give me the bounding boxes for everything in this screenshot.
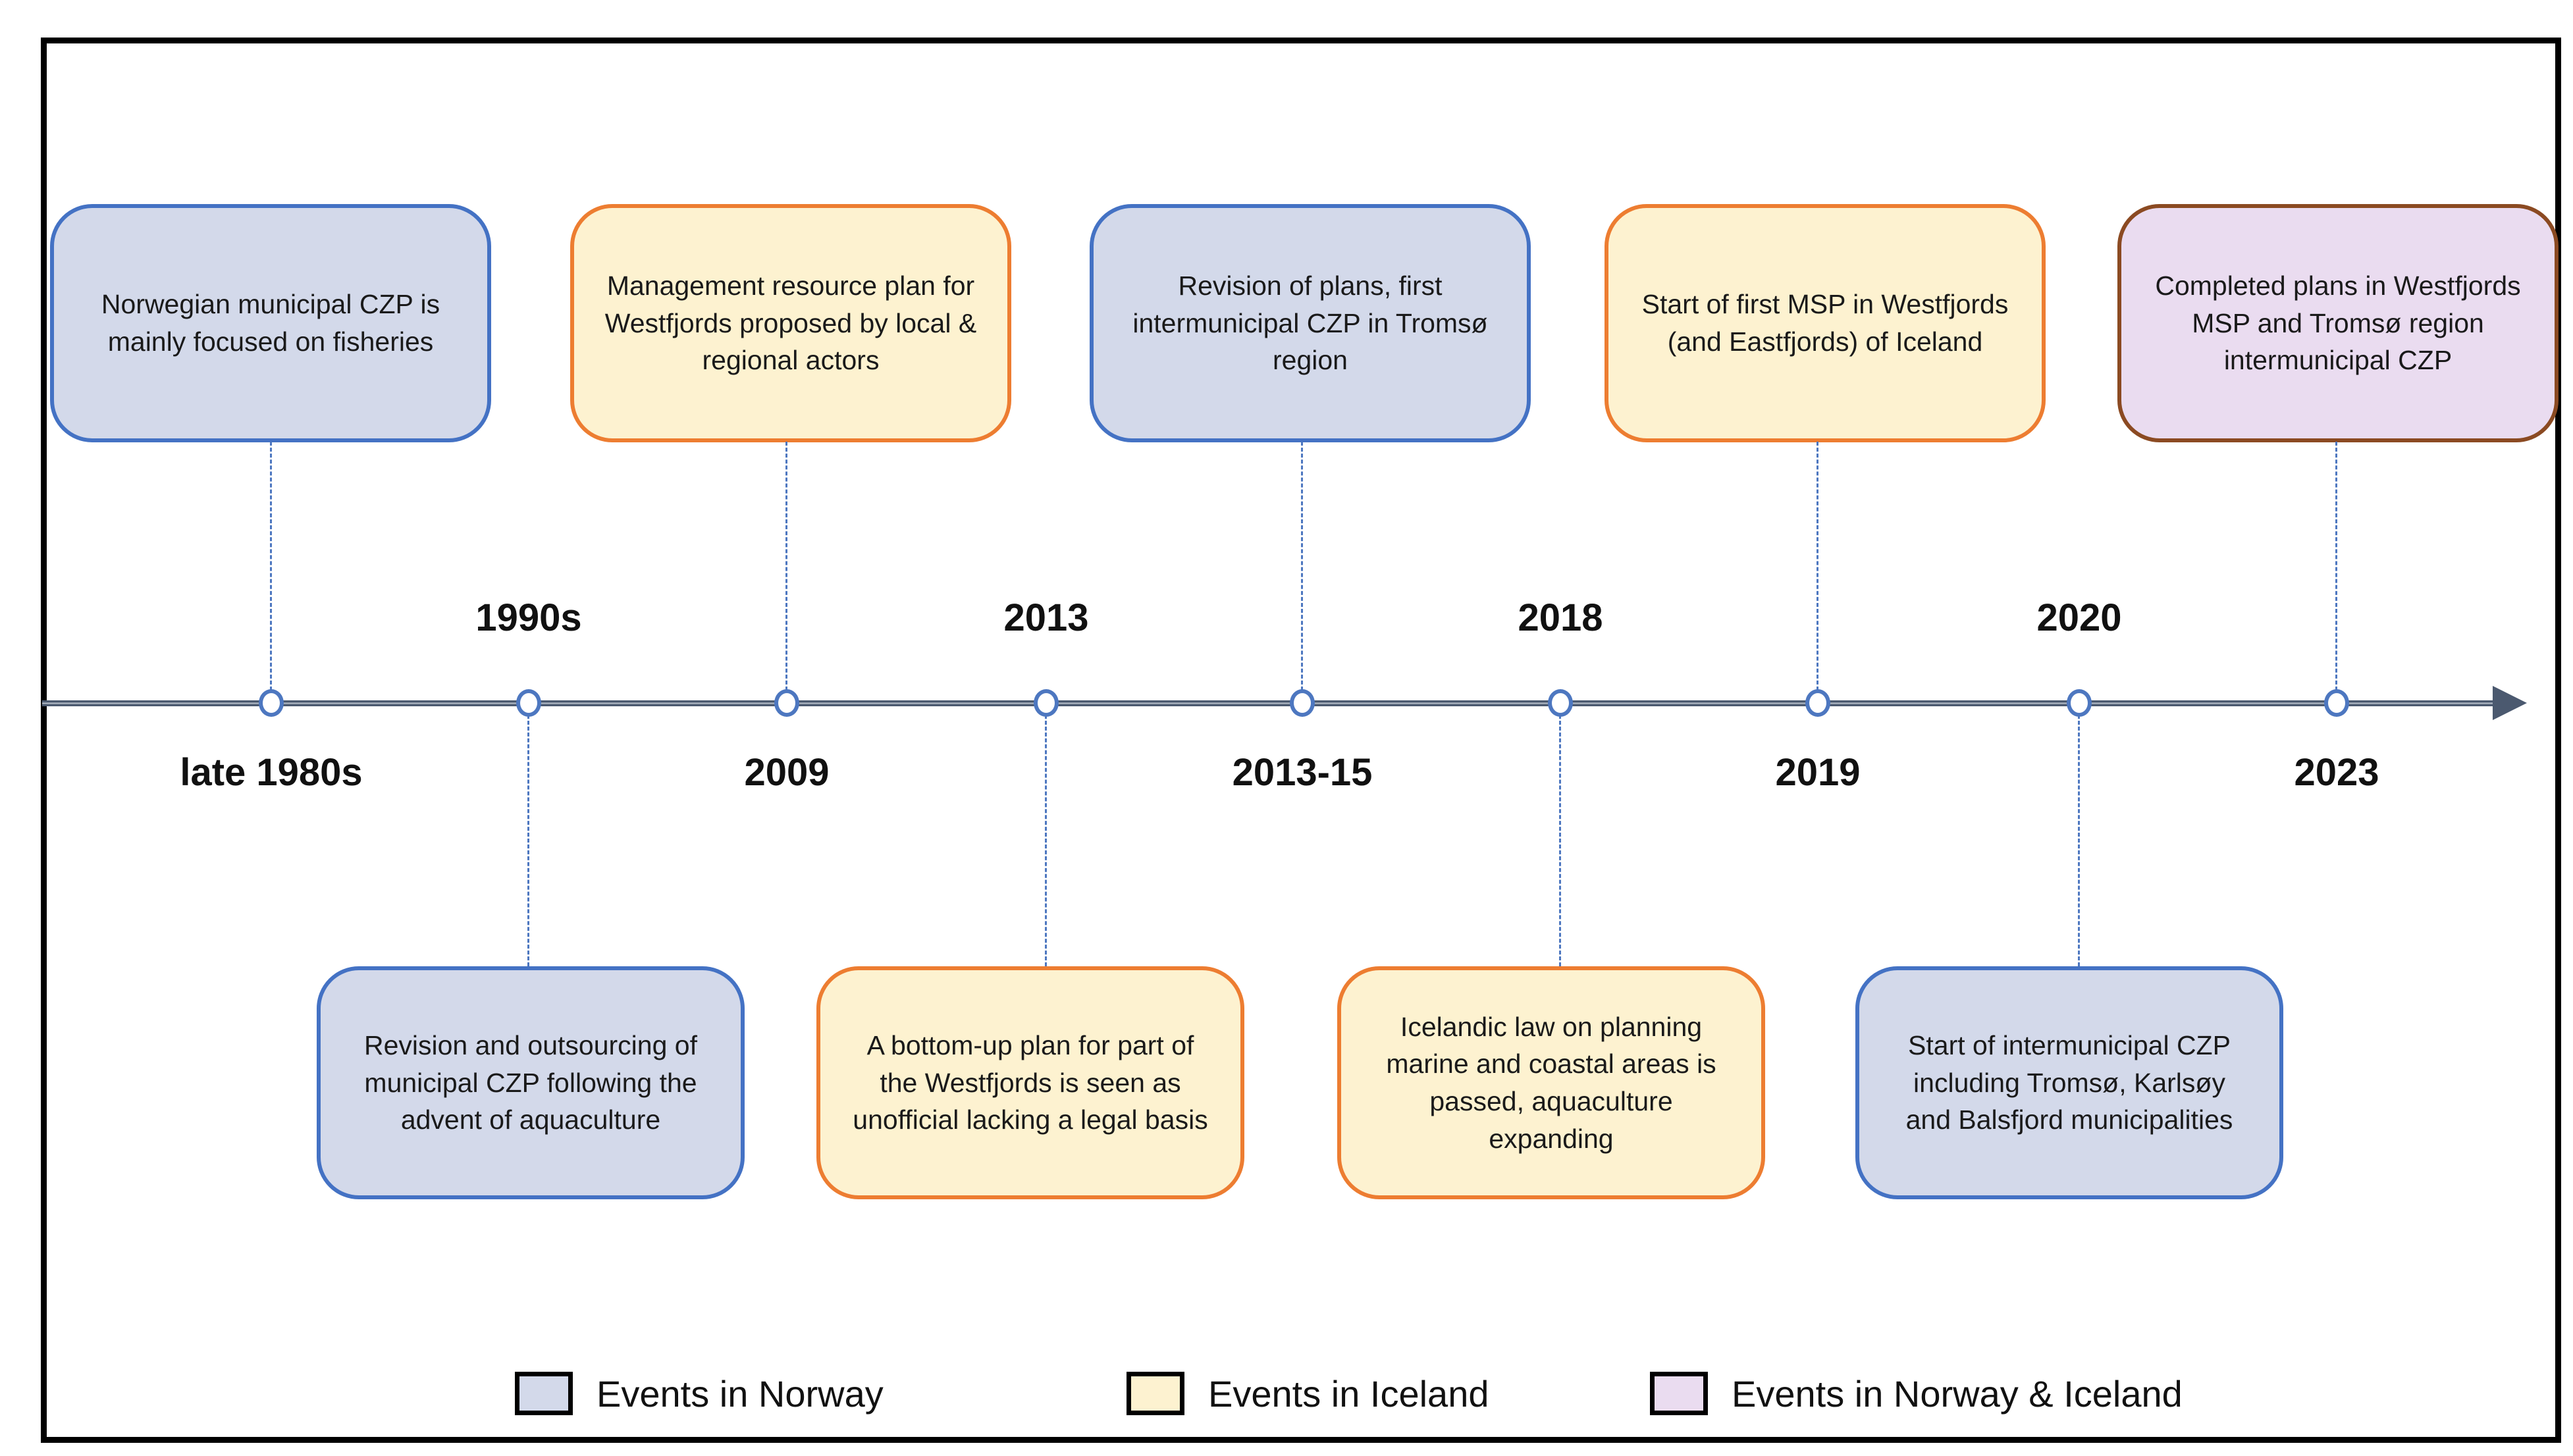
event-box-2009: Management resource plan for Westfjords … bbox=[570, 204, 1011, 442]
legend-label-norway-iceland: Events in Norway & Iceland bbox=[1732, 1372, 2183, 1415]
timeline-node-2013 bbox=[1034, 689, 1059, 717]
timeline-node-2018 bbox=[1548, 689, 1573, 717]
connector-2013-15 bbox=[1301, 442, 1303, 690]
connector-2013 bbox=[1045, 715, 1047, 966]
connector-1990s bbox=[527, 715, 529, 966]
connector-2020 bbox=[2078, 715, 2080, 966]
timeline-node-2020 bbox=[2067, 689, 2092, 717]
event-box-2023: Completed plans in Westfjords MSP and Tr… bbox=[2117, 204, 2559, 442]
year-label-2019: 2019 bbox=[1775, 751, 1861, 794]
legend-item-norway: Events in Norway bbox=[515, 1368, 884, 1419]
year-label-late-1980s: late 1980s bbox=[180, 751, 363, 794]
year-label-2013-15: 2013-15 bbox=[1232, 751, 1373, 794]
event-text: A bottom-up plan for part of the Westfjo… bbox=[853, 1030, 1208, 1135]
event-box-2018: Icelandic law on planning marine and coa… bbox=[1337, 966, 1765, 1199]
event-box-1990s: Revision and outsourcing of municipal CZ… bbox=[317, 966, 745, 1199]
year-label-2023: 2023 bbox=[2294, 751, 2379, 794]
timeline-axis bbox=[42, 700, 2496, 706]
timeline-node-1990s bbox=[516, 689, 541, 717]
connector-2023 bbox=[2335, 442, 2337, 690]
event-text: Completed plans in Westfjords MSP and Tr… bbox=[2155, 271, 2521, 376]
legend-swatch-norway bbox=[515, 1372, 573, 1415]
legend-swatch-iceland bbox=[1127, 1372, 1184, 1415]
timeline-node-2019 bbox=[1805, 689, 1830, 717]
event-text: Icelandic law on planning marine and coa… bbox=[1386, 1011, 1716, 1154]
event-box-late-1980s: Norwegian municipal CZP is mainly focuse… bbox=[50, 204, 491, 442]
connector-2018 bbox=[1559, 715, 1561, 966]
figure-border bbox=[41, 38, 2561, 1443]
timeline-node-late-1980s bbox=[259, 689, 284, 717]
event-text: Start of first MSP in Westfjords (and Ea… bbox=[1641, 289, 2009, 357]
year-label-2009: 2009 bbox=[744, 751, 830, 794]
connector-2019 bbox=[1817, 442, 1818, 690]
legend-label-iceland: Events in Iceland bbox=[1208, 1372, 1489, 1415]
event-text: Revision of plans, first intermunicipal … bbox=[1132, 271, 1488, 376]
event-text: Revision and outsourcing of municipal CZ… bbox=[364, 1030, 697, 1135]
year-label-2020: 2020 bbox=[2036, 596, 2122, 639]
event-box-2013: A bottom-up plan for part of the Westfjo… bbox=[816, 966, 1244, 1199]
timeline-node-2023 bbox=[2324, 689, 2349, 717]
event-text: Start of intermunicipal CZP including Tr… bbox=[1905, 1030, 2233, 1135]
timeline-node-2013-15 bbox=[1290, 689, 1315, 717]
event-text: Management resource plan for Westfjords … bbox=[604, 271, 977, 376]
event-box-2020: Start of intermunicipal CZP including Tr… bbox=[1855, 966, 2283, 1199]
legend-swatch-norway-iceland bbox=[1650, 1372, 1708, 1415]
connector-2009 bbox=[785, 442, 787, 690]
timeline-arrowhead-icon bbox=[2493, 686, 2527, 720]
legend-label-norway: Events in Norway bbox=[597, 1372, 884, 1415]
event-box-2019: Start of first MSP in Westfjords (and Ea… bbox=[1605, 204, 2046, 442]
year-label-1990s: 1990s bbox=[475, 596, 582, 639]
year-label-2018: 2018 bbox=[1518, 596, 1603, 639]
event-text: Norwegian municipal CZP is mainly focuse… bbox=[101, 289, 440, 357]
year-label-2013: 2013 bbox=[1003, 596, 1089, 639]
event-box-2013-15: Revision of plans, first intermunicipal … bbox=[1090, 204, 1531, 442]
legend-item-norway-iceland: Events in Norway & Iceland bbox=[1650, 1368, 2183, 1419]
connector-late-1980s bbox=[270, 442, 272, 690]
timeline-node-2009 bbox=[774, 689, 799, 717]
legend-item-iceland: Events in Iceland bbox=[1127, 1368, 1489, 1419]
